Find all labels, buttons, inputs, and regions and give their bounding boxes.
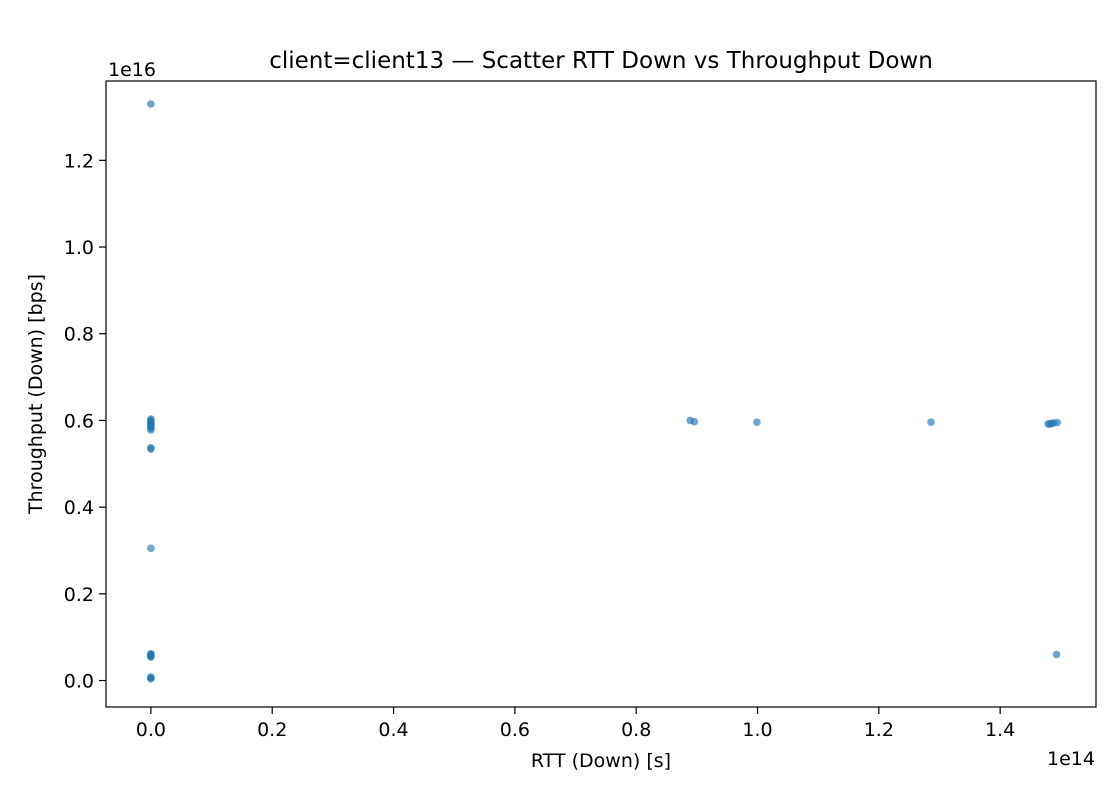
y-axis-label: Throughput (Down) [bps] [25, 274, 47, 515]
y-tick-label-5: 1.0 [64, 237, 94, 259]
scatter-point-22 [690, 417, 699, 426]
chart-title: client=client13 — Scatter RTT Down vs Th… [269, 48, 933, 74]
scatter-point-24 [927, 418, 935, 427]
x-tick-label-3: 0.6 [500, 719, 530, 741]
scatter-point-9 [147, 426, 155, 434]
y-axis-ticks: 0.0 0.2 0.4 0.6 0.8 1.0 1.2 [64, 150, 106, 693]
plot-frame [105, 80, 1097, 708]
y-tick-label-1: 0.2 [64, 584, 94, 606]
y-tick-label-6: 1.2 [64, 150, 94, 172]
data-points [147, 100, 1061, 683]
scatter-point-11 [147, 445, 155, 453]
x-tick-label-0: 0.0 [136, 719, 166, 741]
x-axis-label: RTT (Down) [s] [531, 750, 671, 772]
scatter-point-30 [1052, 650, 1061, 659]
x-tick-label-7: 1.4 [985, 719, 1015, 741]
x-tick-label-2: 0.4 [378, 719, 408, 741]
x-tick-label-5: 1.0 [742, 719, 772, 741]
y-tick-label-4: 0.8 [64, 324, 94, 346]
scatter-point-29 [1053, 418, 1061, 427]
y-tick-label-0: 0.0 [64, 671, 94, 693]
x-offset-label: 1e14 [1047, 748, 1095, 770]
scatter-point-20 [147, 675, 155, 683]
scatter-point-12 [147, 544, 155, 553]
x-tick-label-6: 1.2 [864, 719, 894, 741]
x-tick-label-4: 0.8 [621, 719, 651, 741]
scatter-point-17 [147, 653, 155, 661]
y-offset-label: 1e16 [108, 59, 156, 81]
y-tick-label-3: 0.6 [64, 410, 94, 432]
scatter-point-0 [147, 100, 155, 108]
y-tick-label-2: 0.4 [64, 497, 94, 519]
x-axis-ticks: 0.0 0.2 0.4 0.6 0.8 1.0 1.2 1.4 [136, 707, 1015, 741]
scatter-point-23 [753, 418, 761, 427]
x-tick-label-1: 0.2 [257, 719, 287, 741]
